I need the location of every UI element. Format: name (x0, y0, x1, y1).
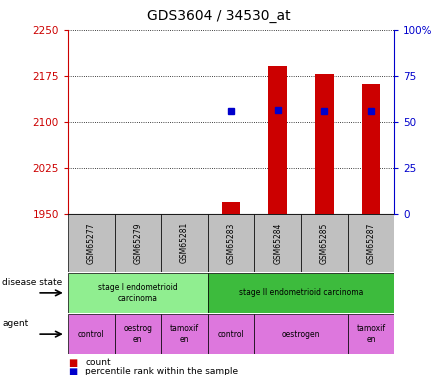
Bar (68, 214, 114, 272)
Bar (361, 84, 380, 214)
Text: GSM65285: GSM65285 (320, 222, 329, 264)
Bar (254, 214, 301, 272)
Bar (68, 273, 208, 313)
Bar (208, 214, 254, 272)
Bar (114, 214, 161, 272)
Text: GSM65284: GSM65284 (273, 222, 282, 264)
Text: ■: ■ (68, 367, 77, 375)
Bar (348, 214, 394, 272)
Text: ■: ■ (68, 358, 77, 368)
Text: GDS3604 / 34530_at: GDS3604 / 34530_at (147, 9, 291, 23)
Bar (315, 74, 334, 214)
Bar (254, 314, 348, 354)
Bar (114, 314, 161, 354)
Text: count: count (85, 358, 111, 367)
Text: control: control (78, 330, 105, 339)
Text: stage II endometrioid carcinoma: stage II endometrioid carcinoma (239, 288, 363, 297)
Text: tamoxif
en: tamoxif en (170, 324, 199, 344)
Text: agent: agent (2, 320, 28, 328)
Bar (68, 314, 114, 354)
Text: percentile rank within the sample: percentile rank within the sample (85, 368, 239, 375)
Bar (222, 201, 240, 214)
Text: GSM65281: GSM65281 (180, 222, 189, 263)
Bar (348, 314, 394, 354)
Bar (208, 273, 394, 313)
Bar (268, 66, 287, 214)
Text: GSM65277: GSM65277 (87, 222, 95, 264)
Text: oestrog
en: oestrog en (124, 324, 152, 344)
Text: stage I endometrioid
carcinoma: stage I endometrioid carcinoma (98, 283, 178, 303)
Text: GSM65283: GSM65283 (226, 222, 236, 264)
Text: control: control (218, 330, 244, 339)
Text: tamoxif
en: tamoxif en (357, 324, 385, 344)
Text: GSM65287: GSM65287 (367, 222, 375, 264)
Text: oestrogen: oestrogen (282, 330, 320, 339)
Text: disease state: disease state (2, 278, 63, 287)
Text: GSM65279: GSM65279 (133, 222, 142, 264)
Bar (208, 314, 254, 354)
Bar (161, 314, 208, 354)
Bar (301, 214, 348, 272)
Bar (161, 214, 208, 272)
